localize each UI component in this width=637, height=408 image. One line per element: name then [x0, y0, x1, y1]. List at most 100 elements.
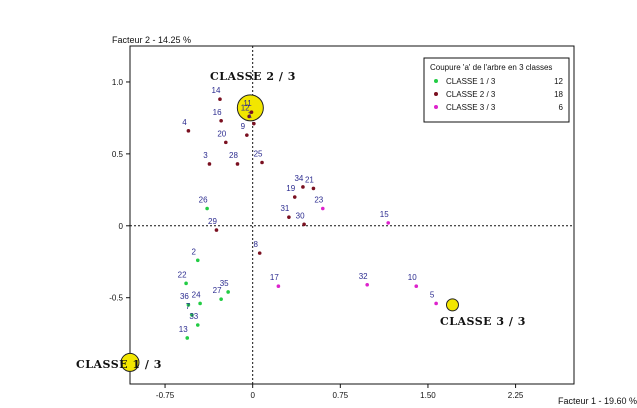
- point-label: 35: [220, 279, 229, 288]
- point-label: 27: [213, 286, 222, 295]
- data-point: [301, 185, 305, 189]
- point-label: 8: [253, 240, 258, 249]
- axis-ticks: -0.75 0 0.75 1.50 2.25 1.0 0.5 0 -0.5: [109, 78, 524, 400]
- point-label: 32: [359, 272, 368, 281]
- class-label: CLASSE 2 / 3: [210, 70, 296, 83]
- data-point: [276, 284, 281, 288]
- legend-entry-label: CLASSE 2 / 3: [446, 90, 496, 99]
- data-point: [214, 228, 219, 232]
- data-point: [186, 303, 191, 307]
- point-label: 9: [241, 122, 246, 131]
- data-point: [235, 162, 240, 166]
- point-label: 30: [296, 211, 305, 220]
- point-label: 26: [199, 196, 208, 205]
- data-point: [386, 221, 391, 225]
- y-tick-label: 1.0: [112, 78, 124, 87]
- point-label: 4: [182, 118, 187, 127]
- point-label: 12: [241, 103, 250, 112]
- point-label: 15: [380, 210, 389, 219]
- point-label: 24: [192, 290, 201, 299]
- y-tick-label: 0: [119, 222, 124, 231]
- x-tick-label: -0.75: [156, 391, 175, 400]
- point-label: 25: [254, 150, 263, 159]
- data-point: [249, 110, 254, 114]
- data-point: [320, 206, 325, 211]
- class-centers: [120, 94, 459, 372]
- point-label: 7: [186, 302, 191, 311]
- point-label: 36: [180, 292, 189, 301]
- data-point: [257, 251, 262, 255]
- point-label: 17: [270, 273, 279, 282]
- data-point: [219, 118, 223, 123]
- point-label: 31: [280, 204, 289, 213]
- legend-swatch: [434, 92, 438, 96]
- data-point: [226, 290, 230, 294]
- point-label: 28: [229, 151, 238, 160]
- data-point: [311, 186, 316, 191]
- x-tick-label: 0.75: [333, 391, 349, 400]
- point-label: 3: [203, 151, 208, 160]
- point-label: 10: [408, 273, 417, 282]
- y-tick-label: -0.5: [109, 294, 123, 303]
- class-center-marker: [445, 298, 459, 312]
- class-label: CLASSE 1 / 3: [76, 358, 162, 371]
- class-labels: CLASSE 2 / 3 CLASSE 3 / 3 CLASSE 1 / 3: [76, 70, 526, 371]
- y-axis-title: Facteur 2 - 14.25 %: [112, 35, 191, 45]
- data-point: [414, 284, 419, 288]
- point-label: 16: [213, 108, 222, 117]
- class-center-marker: [120, 352, 140, 372]
- data-point: [252, 121, 256, 126]
- point-label: 34: [294, 174, 303, 183]
- x-tick-label: 2.25: [508, 391, 524, 400]
- y-tick-label: 0.5: [112, 150, 124, 159]
- point-label: 20: [217, 129, 226, 138]
- legend-entry-count: 6: [559, 103, 564, 112]
- class-label: CLASSE 3 / 3: [440, 315, 526, 328]
- point-label: 5: [430, 290, 435, 299]
- data-point: [287, 215, 291, 219]
- legend-title: Coupure 'a' de l'arbre en 3 classes: [430, 63, 552, 72]
- point-label: 22: [178, 270, 187, 279]
- data-point: [260, 160, 264, 165]
- data-point: [207, 162, 212, 166]
- legend: Coupure 'a' de l'arbre en 3 classes CLAS…: [423, 57, 570, 123]
- point-label: 33: [189, 312, 198, 321]
- data-point: [218, 97, 222, 102]
- legend-entry-label: CLASSE 1 / 3: [446, 77, 496, 86]
- point-label: 13: [179, 325, 188, 334]
- x-tick-label: 0: [250, 391, 255, 400]
- legend-entry-label: CLASSE 3 / 3: [446, 103, 496, 112]
- data-point: [245, 133, 249, 137]
- legend-swatch: [434, 105, 438, 109]
- data-point: [195, 323, 200, 327]
- x-axis-title: Facteur 1 - 19.60 %: [558, 396, 637, 406]
- data-point: [190, 313, 194, 317]
- data-point: [186, 129, 191, 133]
- data-point: [224, 140, 228, 145]
- data-point: [434, 301, 438, 306]
- data-point: [198, 301, 202, 306]
- data-point: [184, 281, 188, 286]
- point-label: 29: [208, 217, 217, 226]
- point-label: 2: [192, 247, 197, 256]
- point-label: 21: [305, 175, 314, 184]
- point-label: 23: [314, 196, 323, 205]
- legend-swatch: [434, 79, 438, 83]
- data-point: [365, 282, 369, 287]
- data-point: [195, 258, 200, 263]
- point-label: 19: [286, 184, 295, 193]
- data-point: [205, 206, 209, 211]
- data-point: [219, 297, 223, 301]
- point-label: 1: [248, 111, 253, 120]
- point-label: 11: [243, 99, 252, 108]
- legend-entry-count: 18: [554, 90, 563, 99]
- x-tick-label: 1.50: [420, 391, 436, 400]
- legend-entry-count: 12: [554, 77, 563, 86]
- point-label: 14: [212, 86, 221, 95]
- data-point: [247, 114, 251, 119]
- legend-entries: CLASSE 1 / 3 12 CLASSE 2 / 3 18 CLASSE 3 / 3…: [434, 77, 564, 112]
- plot-frame: [129, 45, 575, 385]
- data-point: [185, 336, 190, 340]
